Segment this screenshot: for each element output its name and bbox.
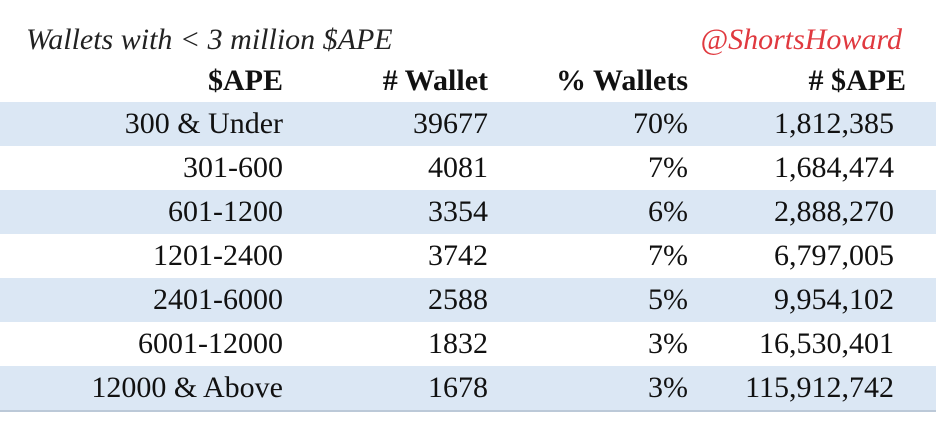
- cell-wallet-percent: 5%: [648, 283, 688, 316]
- header-ape-range: $APE: [208, 64, 283, 97]
- cell-wallet-count: 2588: [428, 283, 488, 316]
- cell-ape-total: 6,797,005: [774, 239, 894, 272]
- table-row: 301-600 4081 7% 1,684,474: [0, 146, 936, 190]
- header-ape-total: # $APE: [808, 64, 907, 97]
- table-row: 1201-2400 3742 7% 6,797,005: [0, 234, 936, 278]
- cell-wallet-percent: 7%: [648, 151, 688, 184]
- table-row: 601-1200 3354 6% 2,888,270: [0, 190, 936, 234]
- cell-ape-total: 16,530,401: [759, 327, 894, 360]
- cell-ape-range: 6001-12000: [138, 327, 283, 360]
- cell-ape-total: 115,912,742: [745, 371, 894, 404]
- table-row: 12000 & Above 1678 3% 115,912,742: [0, 366, 936, 410]
- cell-ape-range: 1201-2400: [153, 239, 283, 272]
- cell-wallet-percent: 70%: [633, 107, 688, 140]
- cell-wallet-count: 3742: [428, 239, 488, 272]
- table-row: 6001-12000 1832 3% 16,530,401: [0, 322, 936, 366]
- header-row: $APE # Wallet % Wallets # $APE: [0, 60, 936, 102]
- cell-wallet-percent: 7%: [648, 239, 688, 272]
- cell-wallet-percent: 3%: [648, 371, 688, 404]
- cell-wallet-count: 3354: [428, 195, 488, 228]
- cell-wallet-count: 1678: [428, 371, 488, 404]
- header-wallet-percent: % Wallets: [556, 64, 688, 97]
- table-body: 300 & Under 39677 70% 1,812,385 301-600 …: [0, 102, 936, 410]
- cell-wallet-percent: 6%: [648, 195, 688, 228]
- author-handle: @ShortsHoward: [700, 23, 902, 56]
- cell-ape-range: 2401-6000: [153, 283, 283, 316]
- cell-wallet-count: 1832: [428, 327, 488, 360]
- table-row: 2401-6000 2588 5% 9,954,102: [0, 278, 936, 322]
- header-wallet-count: # Wallet: [382, 64, 488, 97]
- table-row: 300 & Under 39677 70% 1,812,385: [0, 102, 936, 146]
- cell-ape-total: 9,954,102: [774, 283, 894, 316]
- table-bottom-border: [0, 410, 936, 412]
- cell-wallet-count: 4081: [428, 151, 488, 184]
- table-title: Wallets with < 3 million $APE: [26, 23, 393, 56]
- cell-ape-range: 301-600: [183, 151, 283, 184]
- cell-ape-range: 12000 & Above: [91, 371, 283, 404]
- cell-ape-total: 1,812,385: [774, 107, 894, 140]
- cell-wallet-percent: 3%: [648, 327, 688, 360]
- cell-ape-total: 1,684,474: [774, 151, 894, 184]
- cell-ape-range: 601-1200: [168, 195, 283, 228]
- cell-ape-total: 2,888,270: [774, 195, 894, 228]
- cell-wallet-count: 39677: [413, 107, 488, 140]
- cell-ape-range: 300 & Under: [124, 107, 283, 140]
